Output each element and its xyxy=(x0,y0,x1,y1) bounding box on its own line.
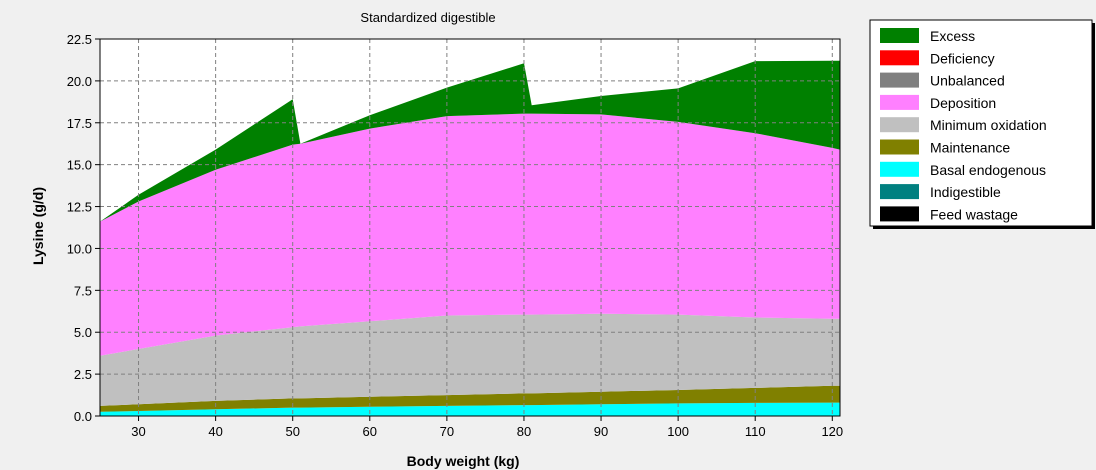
x-tick-label: 120 xyxy=(821,424,843,439)
legend-label-deficiency: Deficiency xyxy=(930,50,995,66)
y-tick-label: 15.0 xyxy=(67,158,92,173)
x-tick-label: 40 xyxy=(208,424,222,439)
y-tick-label: 20.0 xyxy=(67,74,92,89)
legend-swatch-basal-endogenous xyxy=(880,161,919,177)
area-maintenance xyxy=(100,385,840,412)
y-tick-label: 2.5 xyxy=(74,367,92,382)
legend-label-maintenance: Maintenance xyxy=(930,140,1010,156)
legend-swatch-maintenance xyxy=(880,139,919,155)
x-tick-label: 80 xyxy=(517,424,531,439)
legend-label-excess: Excess xyxy=(930,28,975,44)
legend-swatch-indigestible xyxy=(880,184,919,200)
y-tick-label: 12.5 xyxy=(67,200,92,215)
plot-frame xyxy=(99,38,841,417)
area-basal-endogenous xyxy=(100,402,840,416)
x-tick-label: 30 xyxy=(131,424,145,439)
x-tick-label: 70 xyxy=(440,424,454,439)
legend-label-unbalanced: Unbalanced xyxy=(930,73,1005,89)
legend-swatch-minimum-oxidation xyxy=(880,117,919,133)
legend-label-minimum-oxidation: Minimum oxidation xyxy=(930,117,1047,133)
x-axis-title: Body weight (kg) xyxy=(407,453,520,469)
legend-swatch-unbalanced xyxy=(880,72,919,88)
y-tick-label: 17.5 xyxy=(67,116,92,131)
plot-area xyxy=(100,38,840,417)
y-tick-label: 10.0 xyxy=(67,241,92,256)
area-minimum-oxidation xyxy=(100,313,840,406)
legend-swatch-excess xyxy=(880,28,919,43)
legend-label-deposition: Deposition xyxy=(930,95,996,111)
axes: 30 40 50 60 70 80 90 100 110 120 0.0 2.5 5.0 7.5 10.0 1… xyxy=(67,32,843,439)
y-tick-label: 0.0 xyxy=(74,409,92,424)
x-tick-label: 90 xyxy=(594,424,608,439)
chart-title: Standardized digestible xyxy=(360,10,495,25)
legend-swatch-feed-wastage xyxy=(880,206,919,222)
legend-label-basal-endogenous: Basal endogenous xyxy=(930,162,1046,178)
legend-label-indigestible: Indigestible xyxy=(930,184,1001,200)
legend: Excess Deficiency Unbalanced Deposition Mini… xyxy=(869,19,1095,229)
legend-swatch-deposition xyxy=(880,94,919,110)
y-tick-label: 7.5 xyxy=(74,283,92,298)
x-tick-label: 60 xyxy=(363,424,377,439)
y-axis-title: Lysine (g/d) xyxy=(30,187,46,265)
x-tick-label: 50 xyxy=(285,424,299,439)
y-tick-label: 22.5 xyxy=(67,32,92,47)
x-tick-label: 100 xyxy=(667,424,689,439)
legend-swatch-deficiency xyxy=(880,50,919,66)
y-tick-label: 5.0 xyxy=(74,325,92,340)
area-excess xyxy=(100,60,840,222)
legend-label-feed-wastage: Feed wastage xyxy=(930,206,1018,222)
area-deposition xyxy=(100,113,840,356)
x-tick-label: 110 xyxy=(745,424,766,439)
